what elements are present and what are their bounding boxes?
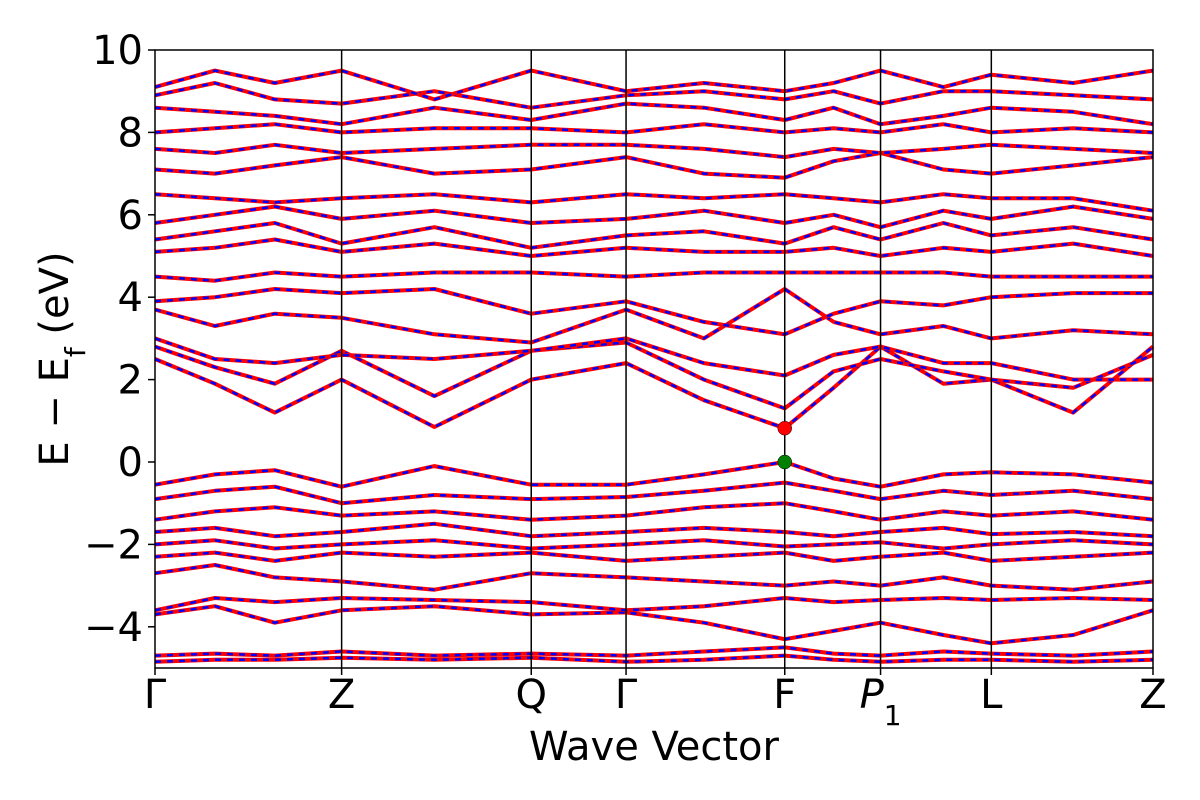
x-tick-label-main: P — [860, 672, 885, 718]
band-0-dashed — [154, 654, 1154, 664]
y-tick-label-1: 8 — [118, 110, 143, 156]
x-tick-label-sub: 1 — [884, 699, 902, 732]
y-tick-label-2: 6 — [118, 193, 143, 239]
band-edge-markers — [777, 420, 792, 470]
band-lines — [154, 68, 1155, 664]
y-tick-label-5: 0 — [118, 440, 143, 486]
band-18-dashed — [154, 221, 1154, 250]
band-25-dashed — [154, 81, 1154, 109]
x-tick-label-6: L — [980, 672, 1003, 718]
band-4-dashed — [154, 563, 1154, 591]
x-axis-label: Wave Vector — [529, 724, 780, 770]
band-23-solid — [154, 122, 1154, 135]
band-11-dashed — [154, 345, 1154, 430]
band-10-dashed — [154, 460, 1154, 488]
band-20-solid — [154, 192, 1154, 213]
y-tick-label-0: 10 — [92, 28, 143, 74]
y-tick-label-4: 2 — [118, 358, 143, 404]
band-3-solid — [154, 596, 1154, 613]
band-16-dashed — [154, 271, 1153, 282]
band-24-dashed — [154, 102, 1154, 126]
x-tick-label-5: P1 — [860, 672, 902, 732]
band-9-dashed — [154, 481, 1154, 505]
band-1-dashed — [154, 646, 1154, 657]
band-26-dashed — [154, 69, 1154, 101]
x-tick-label-7: Z — [1139, 672, 1166, 718]
band-17-dashed — [154, 238, 1154, 258]
y-tick-label-7: −4 — [84, 605, 143, 651]
x-tick-label-0: Γ — [144, 672, 167, 718]
band-21-dashed — [154, 151, 1154, 179]
x-tick-label-3: Γ — [615, 672, 638, 718]
band-6-solid — [154, 538, 1154, 551]
y-axis-label-main: E − E — [32, 357, 78, 467]
band-19-dashed — [154, 205, 1154, 229]
x-tick-label-4: F — [773, 672, 796, 718]
band-22-solid — [154, 142, 1154, 160]
x-ticks: Γ Z Q Γ F P1 L Z — [144, 668, 1167, 732]
y-ticks: 10 8 6 4 2 0 −2 −4 — [84, 28, 155, 651]
band-15-dashed — [154, 287, 1153, 336]
y-axis-label-subscript: f — [59, 346, 92, 357]
band-7-solid — [154, 521, 1154, 539]
marker-vbm — [777, 454, 792, 470]
y-axis-label-unit: (eV) — [32, 251, 78, 347]
band-5-solid — [154, 550, 1154, 563]
y-axis-label: E − Ef (eV) — [32, 251, 92, 466]
y-tick-label-6: −2 — [84, 522, 143, 568]
x-tick-label-2: Q — [516, 672, 547, 718]
kpoint-lines — [340, 50, 993, 668]
plot-frame — [154, 49, 1154, 669]
marker-cbm — [777, 420, 792, 436]
band-2-dashed — [154, 604, 1154, 645]
band-8-solid — [154, 501, 1154, 522]
band-14-dashed — [154, 287, 1154, 344]
band-12-dashed — [154, 341, 1154, 410]
x-tick-label-1: Z — [328, 672, 355, 718]
y-tick-label-3: 4 — [118, 275, 143, 321]
band-13-dashed — [154, 337, 1153, 381]
